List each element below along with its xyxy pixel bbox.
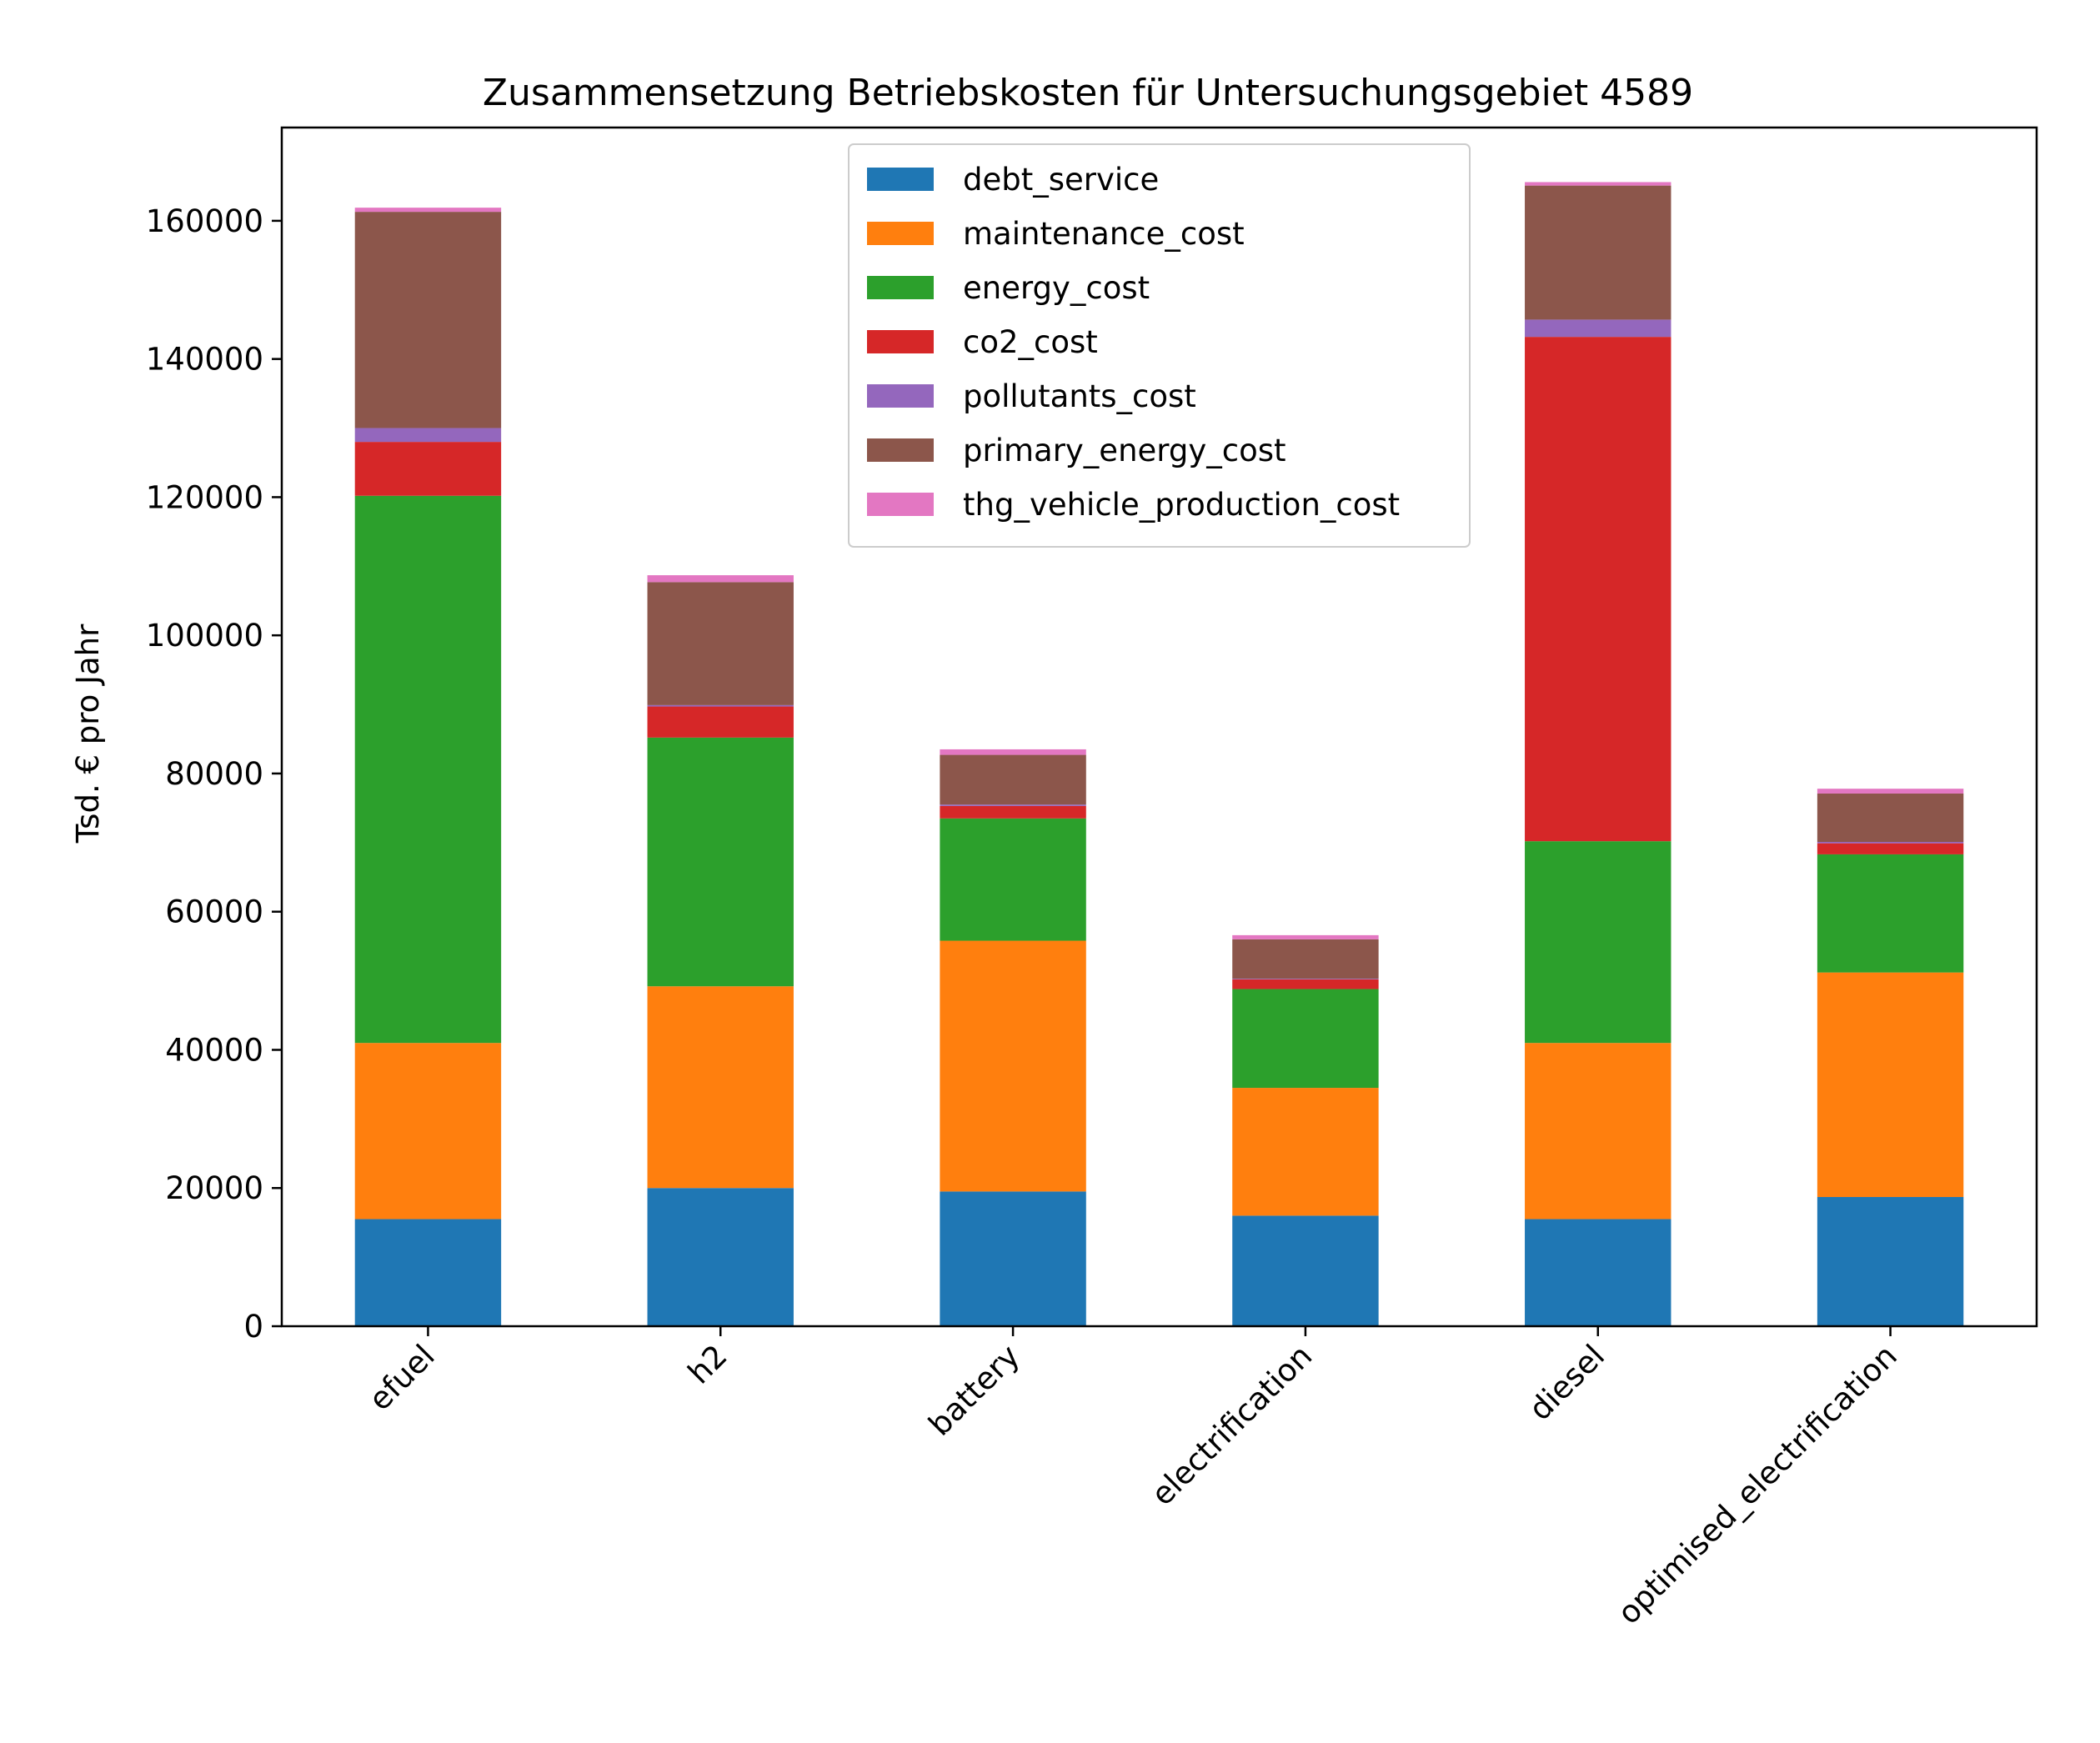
- bar-segment-energy_cost-h2: [647, 737, 794, 987]
- bar-segment-debt_service-electrification: [1232, 1215, 1379, 1326]
- legend-label-primary_energy_cost: primary_energy_cost: [963, 433, 1286, 468]
- x-tick-label-battery: battery: [922, 1338, 1027, 1443]
- y-tick-label: 0: [243, 1309, 263, 1345]
- bar-segment-debt_service-optimised_electrification: [1817, 1197, 1964, 1326]
- bar-segment-maintenance_cost-battery: [940, 940, 1086, 1192]
- legend-label-debt_service: debt_service: [963, 162, 1159, 198]
- bar-segment-primary_energy_cost-optimised_electrification: [1817, 793, 1964, 842]
- legend-swatch-thg_vehicle_production_cost: [867, 493, 934, 516]
- legend-label-energy_cost: energy_cost: [963, 270, 1150, 306]
- y-tick-label: 80000: [165, 756, 263, 792]
- x-tick-label-diesel: diesel: [1522, 1338, 1611, 1427]
- bar-segment-co2_cost-electrification: [1232, 979, 1379, 989]
- bar-segment-thg_vehicle_production_cost-optimised_electrification: [1817, 789, 1964, 794]
- bar-segment-maintenance_cost-diesel: [1525, 1043, 1671, 1220]
- bar-segment-maintenance_cost-h2: [647, 986, 794, 1189]
- legend-swatch-debt_service: [867, 168, 934, 191]
- x-tick-label-efuel: efuel: [362, 1338, 442, 1418]
- bar-segment-co2_cost-efuel: [354, 442, 502, 496]
- legend-label-pollutants_cost: pollutants_cost: [963, 378, 1196, 414]
- legend-swatch-co2_cost: [867, 330, 934, 353]
- bar-segment-debt_service-efuel: [354, 1219, 502, 1326]
- bars-layer: [354, 182, 1964, 1326]
- legend: debt_service maintenance_cost energy_costc…: [848, 143, 1471, 548]
- bar-segment-debt_service-h2: [647, 1188, 794, 1326]
- bar-segment-thg_vehicle_production_cost-diesel: [1525, 182, 1671, 186]
- bar-segment-thg_vehicle_production_cost-battery: [940, 749, 1086, 755]
- bar-segment-primary_energy_cost-efuel: [354, 212, 502, 428]
- bar-segment-maintenance_cost-optimised_electrification: [1817, 972, 1964, 1198]
- legend-swatch-maintenance_cost: [867, 222, 934, 245]
- plot-frame: [280, 126, 2038, 1328]
- bar-segment-maintenance_cost-electrification: [1232, 1088, 1379, 1216]
- x-tick-label-optimised_electrification: optimised_electrification: [1611, 1338, 1904, 1631]
- y-tick-label: 160000: [146, 203, 263, 239]
- legend-label-maintenance_cost: maintenance_cost: [963, 216, 1245, 252]
- bar-segment-co2_cost-h2: [647, 706, 794, 738]
- bar-segment-energy_cost-optimised_electrification: [1817, 854, 1964, 973]
- bar-segment-energy_cost-diesel: [1525, 841, 1671, 1044]
- bar-segment-thg_vehicle_production_cost-electrification: [1232, 934, 1379, 939]
- bar-segment-maintenance_cost-efuel: [354, 1043, 502, 1220]
- x-tick-label-electrification: electrification: [1145, 1338, 1320, 1513]
- y-tick-label: 60000: [165, 894, 263, 930]
- legend-box: [848, 143, 1471, 548]
- chart-title: Zusammensetzung Betriebskosten für Unter…: [483, 72, 1693, 114]
- bar-segment-primary_energy_cost-electrification: [1232, 939, 1379, 979]
- legend-swatch-primary_energy_cost: [867, 438, 934, 462]
- bar-segment-thg_vehicle_production_cost-h2: [647, 575, 794, 583]
- bar-segment-pollutants_cost-optimised_electrification: [1817, 841, 1964, 844]
- legend-swatch-energy_cost: [867, 276, 934, 299]
- legend-label-co2_cost: co2_cost: [963, 324, 1098, 360]
- bar-segment-debt_service-battery: [940, 1191, 1086, 1326]
- bar-segment-primary_energy_cost-h2: [647, 582, 794, 705]
- legend-label-thg_vehicle_production_cost: thg_vehicle_production_cost: [963, 487, 1400, 523]
- bar-segment-pollutants_cost-battery: [940, 804, 1086, 806]
- bar-segment-co2_cost-battery: [940, 805, 1086, 819]
- bar-segment-co2_cost-diesel: [1525, 337, 1671, 842]
- bar-segment-primary_energy_cost-battery: [940, 754, 1086, 805]
- bar-segment-energy_cost-electrification: [1232, 989, 1379, 1089]
- x-tick-label-h2: h2: [681, 1338, 734, 1391]
- y-axis-label: Tsd. € pro Jahr: [70, 624, 106, 844]
- bar-segment-co2_cost-optimised_electrification: [1817, 843, 1964, 854]
- bar-segment-thg_vehicle_production_cost-efuel: [354, 208, 502, 213]
- bar-segment-primary_energy_cost-diesel: [1525, 185, 1671, 320]
- y-tick-label: 40000: [165, 1032, 263, 1068]
- bar-segment-energy_cost-efuel: [354, 495, 502, 1044]
- bar-segment-debt_service-diesel: [1525, 1219, 1671, 1326]
- bar-segment-pollutants_cost-diesel: [1525, 319, 1671, 338]
- bar-segment-pollutants_cost-efuel: [354, 428, 502, 443]
- bar-segment-pollutants_cost-h2: [647, 704, 794, 707]
- legend-swatch-pollutants_cost: [867, 384, 934, 408]
- y-tick-label: 140000: [146, 342, 263, 378]
- y-tick-label: 100000: [146, 618, 263, 654]
- y-tick-label: 20000: [165, 1170, 263, 1206]
- bar-segment-energy_cost-battery: [940, 818, 1086, 941]
- y-tick-label: 120000: [146, 479, 263, 515]
